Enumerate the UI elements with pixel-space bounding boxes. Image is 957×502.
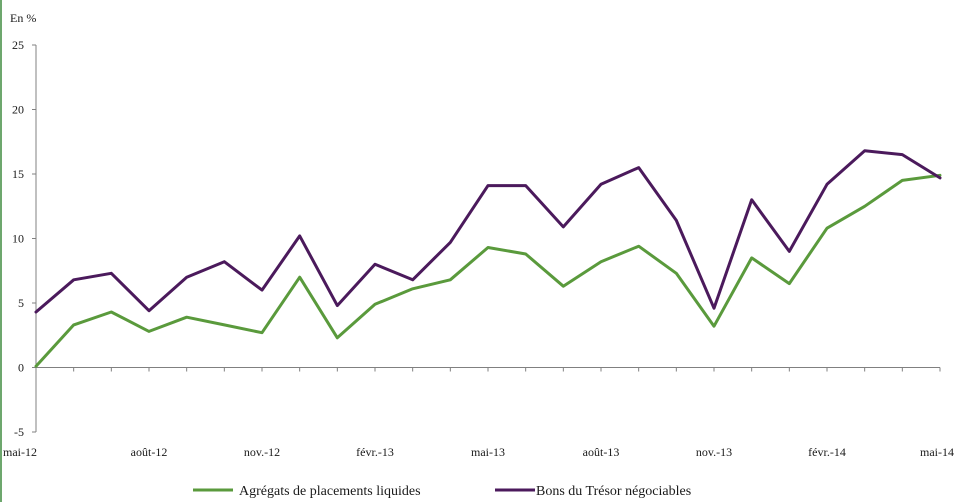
series-group — [34, 149, 942, 368]
legend-label-2: Bons du Trésor négociables — [536, 484, 691, 499]
y-tick-label: 15 — [12, 167, 24, 181]
series-line-1 — [34, 173, 942, 368]
y-tick-label: 25 — [12, 38, 24, 52]
x-tick-label: août-12 — [131, 445, 168, 459]
axes: -5 0 5 10 15 20 25 mai-12 août-12 nov.-12 févr.-13… — [3, 38, 954, 459]
legend: Agrégats de placements liquides Bons du T… — [193, 484, 691, 499]
x-tick-label: nov.-12 — [244, 445, 280, 459]
y-tick-label: 5 — [18, 296, 24, 310]
x-tick-label: nov.-13 — [696, 445, 732, 459]
x-tick-label: févr.-14 — [808, 445, 846, 459]
y-axis-label: En % — [10, 11, 36, 25]
x-tick-label: févr.-13 — [356, 445, 394, 459]
y-tick-label: -5 — [14, 425, 24, 439]
legend-label-1: Agrégats de placements liquides — [239, 484, 421, 499]
x-tick-label: août-13 — [583, 445, 620, 459]
series-line-2 — [34, 149, 942, 314]
x-tick-label: mai-14 — [920, 445, 954, 459]
y-tick-label: 20 — [12, 103, 24, 117]
y-tick-label: 10 — [12, 232, 24, 246]
y-tick-label: 0 — [18, 361, 24, 375]
x-tick-label: mai-13 — [471, 445, 505, 459]
x-tick-label: mai-12 — [3, 445, 37, 459]
